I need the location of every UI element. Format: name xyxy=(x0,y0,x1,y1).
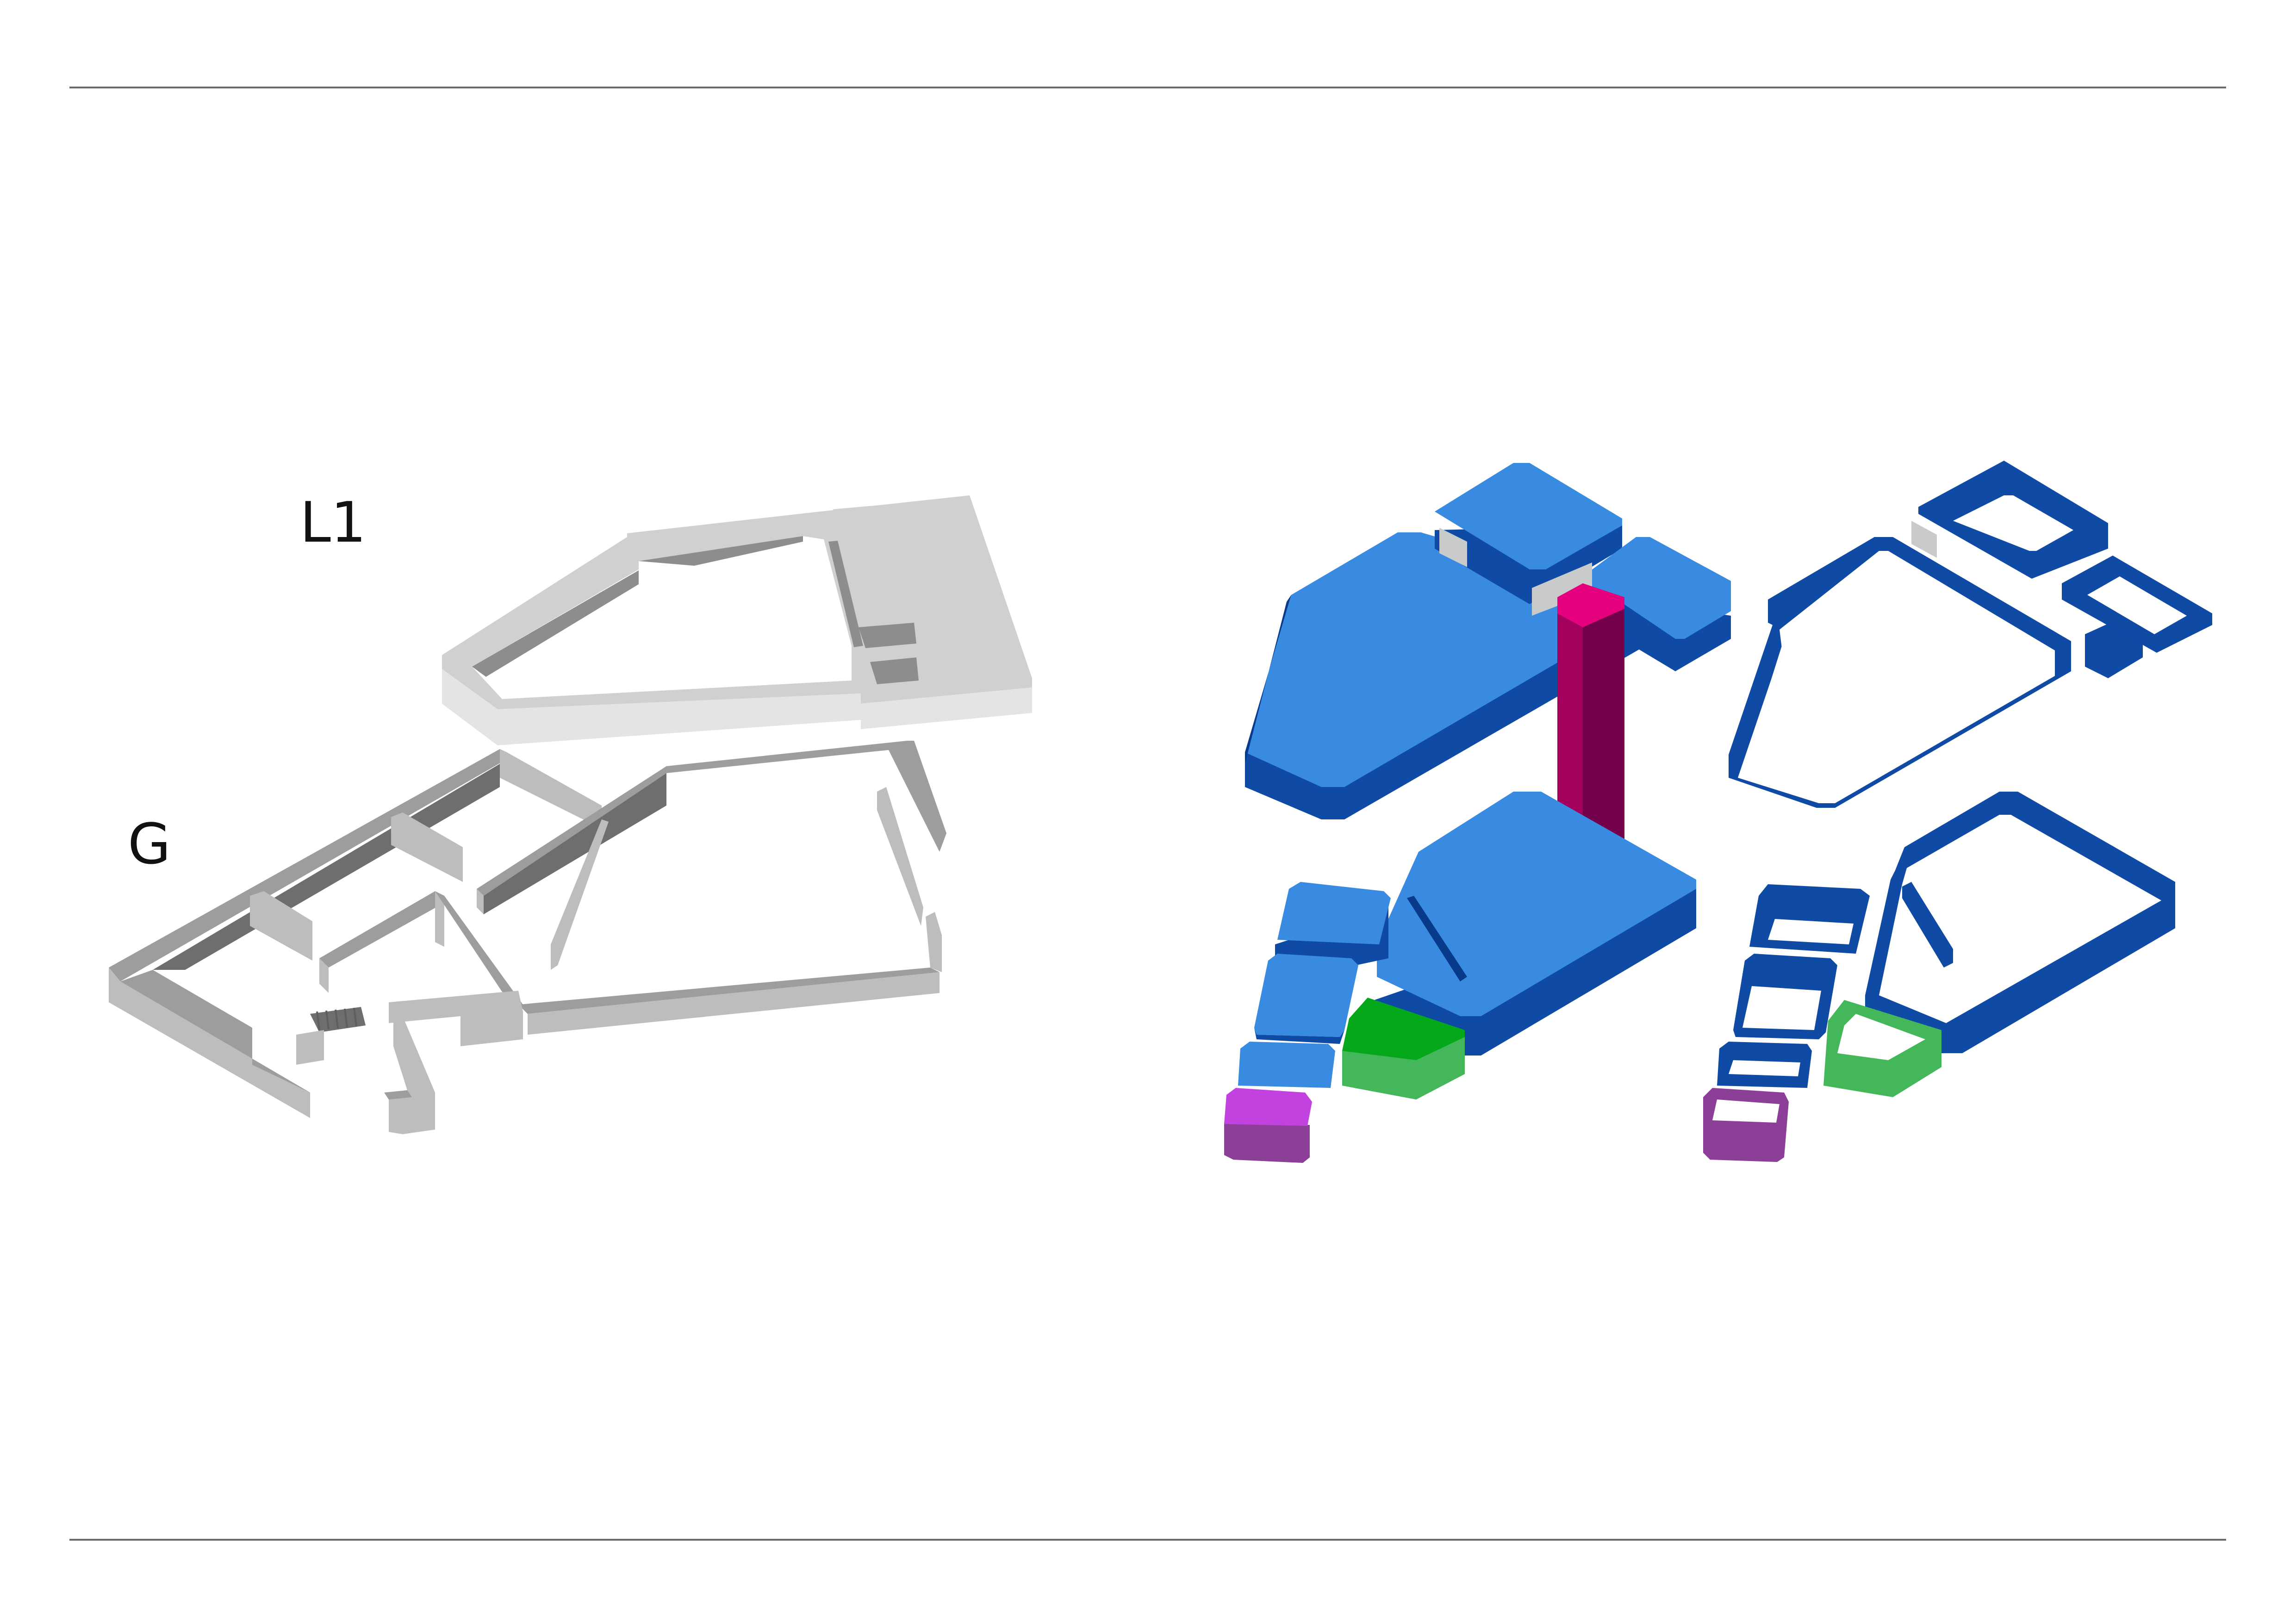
purple-volume-top xyxy=(1224,1088,1312,1126)
g-hall-wall-top xyxy=(477,741,946,896)
g-inner-wall-side-2 xyxy=(435,891,444,947)
upper-room-b-top xyxy=(1583,537,1731,639)
g-cross-wall-2 xyxy=(391,812,463,882)
core-side xyxy=(1583,606,1624,843)
upper-room-a-top xyxy=(1435,463,1622,569)
g-hall-front-wall-side xyxy=(528,972,940,1035)
outline-upper-small xyxy=(2085,623,2143,678)
g-inner-wall xyxy=(319,891,444,968)
level-1-walls xyxy=(442,495,1032,745)
l1-right-room xyxy=(833,498,1018,650)
g-stair-wall xyxy=(435,891,523,1009)
purple-volume-side xyxy=(1224,1123,1310,1163)
outline-ground-diagonal xyxy=(1902,882,1953,968)
outline-green-volume-inner xyxy=(1837,1014,1925,1060)
g-stair-lines xyxy=(316,1007,357,1031)
grey-wall-model xyxy=(109,495,1032,1134)
colored-solid-volumes xyxy=(1224,463,1731,1163)
g-hall-diagonal xyxy=(551,819,609,970)
g-hall-wall-side xyxy=(477,889,484,914)
outline-ground-room-3-inner xyxy=(1729,1060,1800,1076)
outline-ground-room-2-inner xyxy=(1742,986,1821,1030)
outline-ground-room-1 xyxy=(1749,884,1870,954)
g-left-wall-side xyxy=(109,968,310,1118)
upper-connector-2 xyxy=(1532,562,1592,616)
g-small-room xyxy=(296,1030,324,1065)
ground-slab-top xyxy=(1377,792,1696,1016)
l1-outer-wall-side-left xyxy=(442,655,498,745)
outline-ground-main-inner xyxy=(1879,815,2161,1023)
core-top xyxy=(1557,583,1624,627)
outline-upper-connector xyxy=(1911,521,1937,558)
g-hall-right-wall xyxy=(877,787,923,926)
g-outer-wall-shadow xyxy=(153,764,500,970)
g-stair xyxy=(310,1007,366,1032)
l1-small-room-2 xyxy=(870,657,919,684)
outline-upper-main xyxy=(1729,537,2071,808)
g-hall-right-end xyxy=(926,912,942,972)
bottom-rule xyxy=(69,1539,2226,1541)
ground-room-2-top xyxy=(1254,954,1358,1037)
g-hall-wall-shadow xyxy=(484,773,666,914)
green-volume-side xyxy=(1342,1037,1465,1099)
ground-slab-slot xyxy=(1407,896,1467,981)
colored-outline-volumes xyxy=(1703,461,2212,1162)
g-small-room-2 xyxy=(389,991,523,1046)
level-label-g: G xyxy=(128,812,171,877)
g-entry-wall-top xyxy=(384,1090,412,1099)
outline-upper-room-b-inner xyxy=(2087,576,2187,634)
l1-inner-shadow xyxy=(472,570,639,677)
outline-ground-room-1-inner xyxy=(1768,919,1854,944)
ground-room-1-top xyxy=(1277,882,1391,944)
upper-connector-1 xyxy=(1439,528,1467,567)
ground-room-3-top xyxy=(1238,1042,1335,1088)
l1-inner-shadow-2 xyxy=(639,536,803,566)
g-left-wall-top xyxy=(120,970,310,1093)
ground-room-2-side xyxy=(1254,1028,1344,1044)
g-outer-wall-top xyxy=(109,749,507,981)
g-inner-wall-side xyxy=(319,958,329,993)
outline-upper-main-inner xyxy=(1740,588,2050,803)
l1-outer-wall-side-front xyxy=(498,687,1032,745)
core-front xyxy=(1557,611,1583,843)
g-cross-wall-3 xyxy=(500,749,602,829)
l1-corridor xyxy=(828,541,863,647)
green-volume-top xyxy=(1342,998,1465,1060)
l1-small-room-1 xyxy=(859,623,916,648)
top-rule xyxy=(69,87,2226,88)
outline-purple-volume-inner xyxy=(1712,1099,1780,1123)
g-entry-wall xyxy=(389,1016,435,1134)
ground-level-walls xyxy=(109,741,946,1134)
g-hall-front-wall xyxy=(518,968,940,1014)
l1-inner-void xyxy=(472,536,852,699)
outline-purple-volume xyxy=(1703,1088,1789,1162)
g-cross-wall-1 xyxy=(250,891,312,961)
outline-upper-room-a-inner xyxy=(1953,495,2073,551)
level-label-l1: L1 xyxy=(300,491,367,555)
